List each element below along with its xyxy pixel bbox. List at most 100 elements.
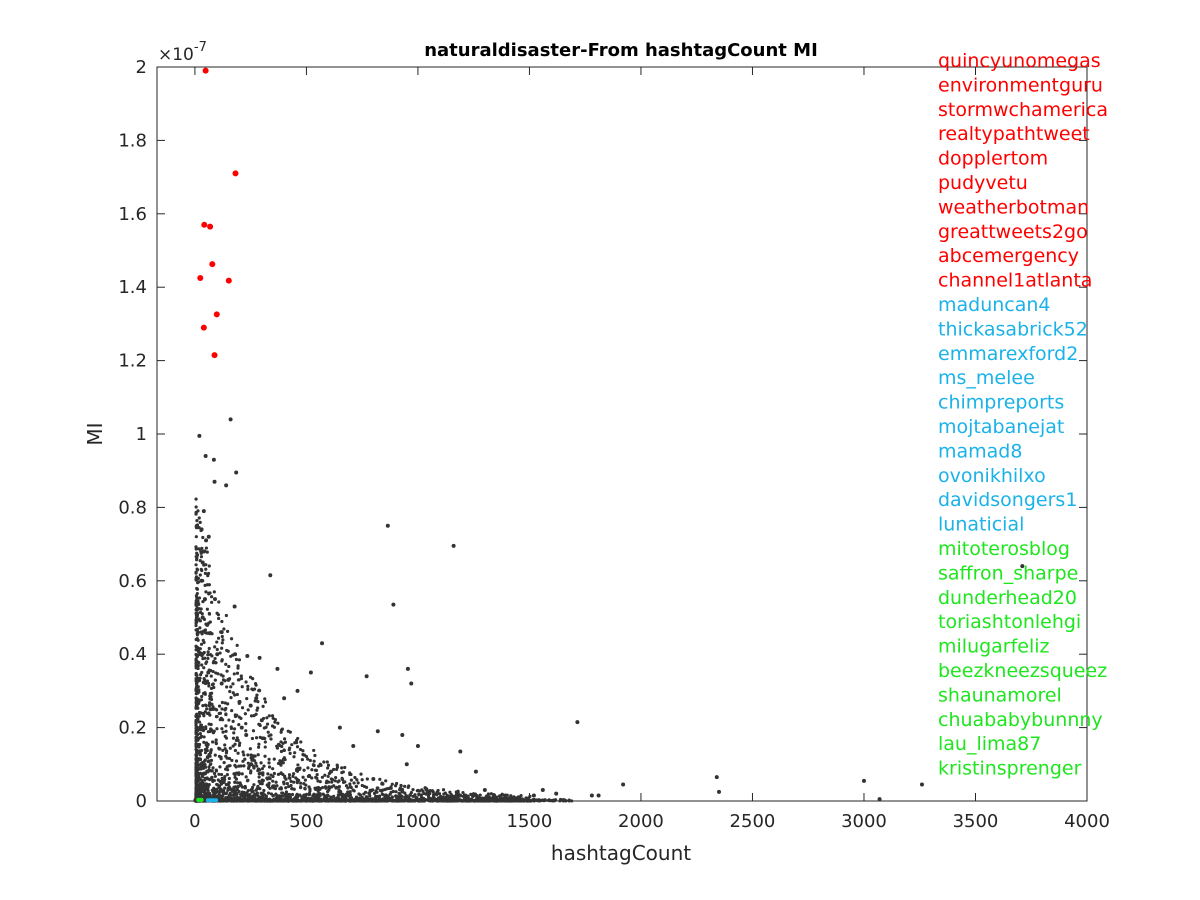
data-point — [408, 793, 412, 797]
data-point — [234, 738, 239, 742]
data-point — [294, 776, 298, 780]
data-point — [196, 601, 200, 605]
data-point — [375, 794, 379, 799]
data-point — [245, 791, 249, 795]
data-point — [266, 791, 271, 795]
data-point — [281, 798, 285, 803]
data-point — [227, 664, 231, 669]
data-point — [263, 793, 267, 797]
data-point — [213, 656, 217, 661]
data-point — [336, 780, 340, 784]
data-point — [340, 766, 344, 770]
data-point — [385, 799, 389, 803]
data-point — [206, 787, 210, 791]
user-label-mitoterosblog: mitoterosblog — [938, 538, 1070, 560]
data-point — [202, 759, 206, 764]
data-point — [196, 685, 200, 689]
data-point — [329, 777, 333, 781]
data-point — [202, 666, 206, 670]
data-point — [227, 776, 231, 781]
data-point — [374, 799, 378, 803]
data-point — [236, 781, 240, 785]
data-point — [419, 798, 423, 803]
data-point — [224, 751, 229, 755]
data-point — [231, 691, 235, 695]
data-point — [335, 765, 340, 769]
data-point — [390, 799, 394, 803]
data-point — [203, 678, 207, 682]
data-point — [306, 757, 310, 761]
data-point — [401, 798, 406, 803]
data-point — [203, 631, 208, 635]
data-point — [200, 615, 205, 620]
data-point — [254, 799, 258, 803]
data-point — [509, 794, 513, 798]
data-point — [406, 785, 410, 789]
data-point — [348, 795, 352, 799]
user-label-environmentguru: environmentguru — [938, 74, 1103, 96]
data-point — [353, 775, 357, 780]
data-point — [237, 658, 242, 662]
data-point — [548, 799, 552, 803]
data-point — [257, 742, 261, 746]
data-point — [315, 787, 319, 791]
data-point — [223, 777, 227, 782]
x-tick-label: 500 — [289, 811, 323, 832]
data-point — [249, 753, 253, 757]
data-point — [382, 793, 386, 797]
data-point — [243, 712, 247, 716]
data-point — [220, 646, 224, 650]
data-point — [204, 546, 209, 550]
data-point — [482, 787, 487, 792]
user-label-milugarfeliz: milugarfeliz — [938, 636, 1050, 658]
data-point — [233, 748, 237, 753]
data-point — [441, 788, 446, 792]
data-point — [221, 638, 225, 642]
data-point — [201, 766, 206, 770]
data-point — [220, 707, 224, 711]
data-point — [197, 789, 201, 793]
data-point — [241, 759, 245, 763]
data-point — [211, 352, 218, 359]
data-point — [272, 757, 276, 761]
data-point — [263, 754, 267, 758]
data-point — [337, 725, 342, 730]
data-point — [225, 669, 229, 673]
data-point — [377, 798, 381, 802]
data-point — [378, 777, 382, 781]
data-point — [326, 763, 331, 767]
data-point — [234, 657, 239, 662]
data-point — [219, 755, 223, 759]
data-point — [385, 523, 390, 528]
data-point — [246, 799, 250, 803]
user-label-ovonikhilxo: ovonikhilxo — [938, 465, 1046, 487]
data-point — [197, 660, 201, 665]
data-point — [216, 672, 220, 676]
data-point — [352, 781, 356, 785]
data-point — [199, 527, 204, 532]
y-exponent-power: -7 — [194, 40, 207, 55]
data-point — [205, 769, 209, 773]
data-point — [204, 727, 208, 731]
data-point — [202, 786, 207, 790]
data-point — [231, 682, 235, 686]
data-point — [310, 768, 314, 772]
data-point — [217, 616, 221, 621]
data-point — [211, 788, 216, 793]
data-point — [207, 783, 211, 787]
data-point — [232, 731, 236, 735]
data-point — [877, 797, 882, 802]
data-point — [531, 793, 536, 798]
data-point — [295, 781, 299, 785]
data-point — [337, 788, 341, 792]
data-point — [246, 753, 250, 757]
data-point — [208, 653, 213, 657]
data-point — [207, 612, 212, 616]
data-point — [398, 788, 402, 792]
data-point — [258, 723, 262, 728]
data-point — [258, 781, 262, 786]
data-point — [204, 741, 209, 745]
data-point — [202, 711, 206, 716]
data-point — [284, 793, 288, 797]
data-point — [290, 786, 294, 791]
